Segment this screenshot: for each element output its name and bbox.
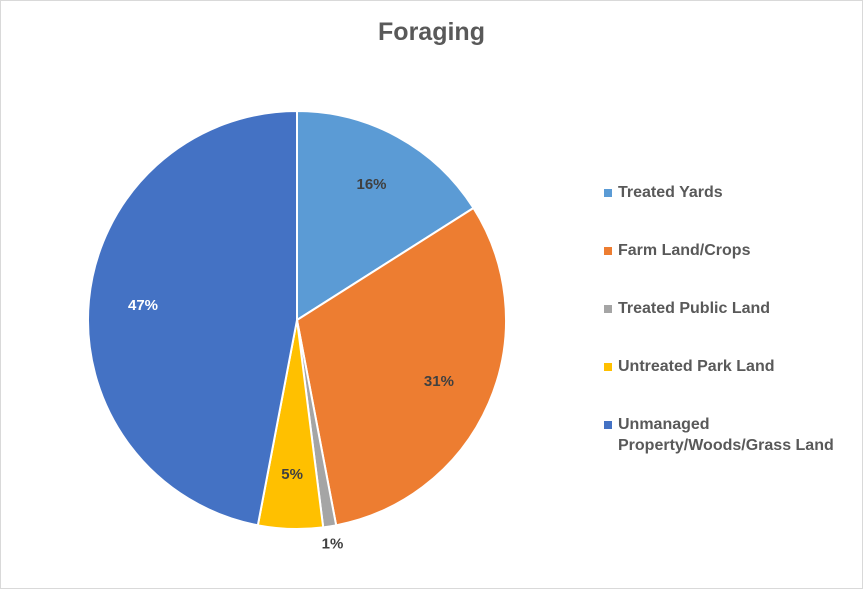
legend-label: Treated Public Land: [618, 300, 771, 317]
legend-item-untreated-park-land: Untreated Park Land: [604, 356, 854, 377]
slice-farm-land: [295, 206, 507, 527]
data-label: 16%: [356, 176, 386, 193]
legend-label: Treated Yards: [618, 184, 723, 201]
legend-item-farm-land: Farm Land/Crops: [604, 240, 854, 261]
legend-swatch: [604, 189, 612, 197]
legend-swatch: [604, 363, 612, 371]
data-label: 31%: [424, 373, 454, 390]
data-label: 47%: [128, 297, 158, 314]
legend-label: Unmanaged Property/Woods/Grass Land: [618, 416, 834, 454]
legend-swatch: [604, 305, 612, 313]
slice-treated-yards: [296, 109, 475, 322]
legend-item-treated-public-land: Treated Public Land: [604, 298, 854, 319]
legend-item-unmanaged-property: Unmanaged Property/Woods/Grass Land: [604, 414, 854, 456]
data-label: 5%: [281, 466, 303, 483]
legend-swatch: [604, 247, 612, 255]
slice-unmanaged-property: [87, 109, 298, 527]
legend-label: Farm Land/Crops: [618, 242, 751, 259]
data-label: 1%: [322, 536, 344, 553]
legend-item-treated-yards: Treated Yards: [604, 182, 854, 203]
legend-label: Untreated Park Land: [618, 358, 775, 375]
legend-swatch: [604, 421, 612, 429]
chart-title: Foraging: [378, 18, 485, 46]
